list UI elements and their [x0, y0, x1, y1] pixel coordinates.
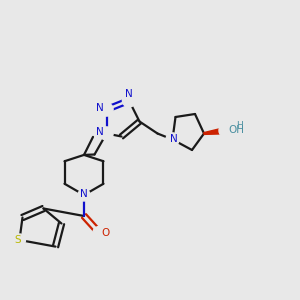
Circle shape: [166, 133, 179, 146]
Text: N: N: [96, 127, 104, 137]
Polygon shape: [204, 127, 227, 134]
Circle shape: [100, 127, 113, 140]
Text: N: N: [80, 189, 88, 200]
Text: O: O: [101, 227, 109, 238]
Text: N: N: [125, 89, 133, 99]
Circle shape: [100, 103, 113, 116]
Circle shape: [14, 234, 26, 246]
Text: N: N: [96, 103, 104, 113]
Text: S: S: [15, 235, 21, 245]
Circle shape: [122, 94, 136, 107]
Text: H: H: [236, 121, 243, 130]
Circle shape: [78, 189, 90, 201]
Text: N: N: [169, 134, 177, 144]
Circle shape: [93, 226, 105, 238]
Circle shape: [219, 123, 234, 138]
Text: OH: OH: [228, 124, 244, 135]
